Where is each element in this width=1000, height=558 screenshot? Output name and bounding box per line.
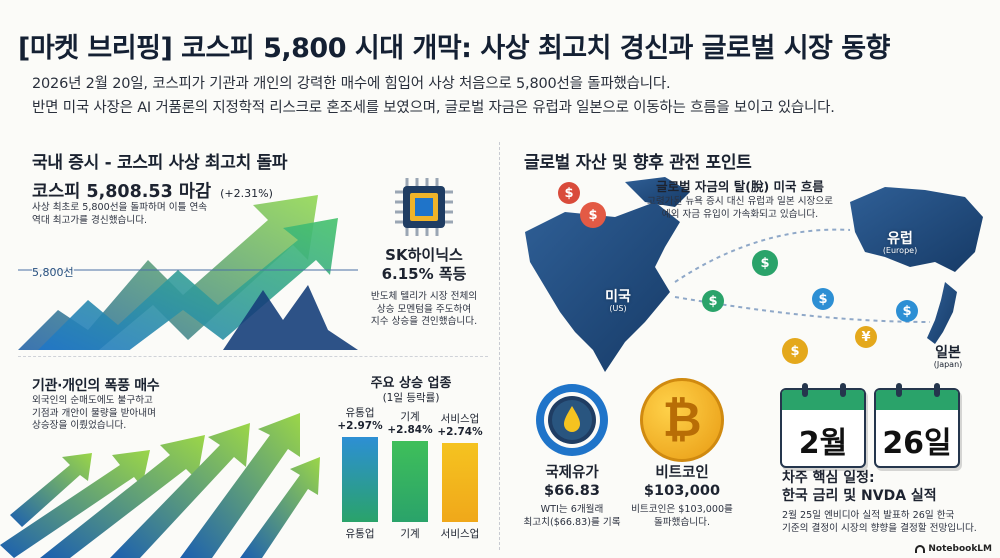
world-map-illustration	[525, 177, 983, 372]
buying-description: 외국인의 순매도에도 불구하고 기점과 개안이 물량을 받아내며 상승장을 이뤘…	[32, 395, 156, 432]
flow-arrow-europe	[674, 228, 851, 283]
oil-barrel-icon	[536, 384, 608, 456]
bitcoin-description: 비트코인은 $103,000를 돌파했습니다.	[631, 504, 733, 528]
sector-bar-label: 기계 +2.84%	[387, 411, 433, 436]
page-title: [마켓 브리핑] 코스피 5,800 시대 개막: 사상 최고치 경신과 글로벌…	[18, 33, 890, 64]
map-label-us: 미국 (US)	[605, 289, 631, 314]
chip-icon	[395, 178, 453, 236]
buying-heading: 기관·개인의 폭풍 매수	[32, 378, 160, 394]
map-label-japan: 일본 (Japan)	[933, 345, 963, 370]
flow-description: 고령가된 뉴욕 증시 대신 유럽과 일본 시장으로 예외 자금 유입이 가속화되…	[647, 196, 833, 220]
north-america-shape	[525, 202, 680, 372]
dollar-coin-icon: $	[558, 182, 580, 204]
schedule-title: 차주 핵심 일정: 한국 금리 및 NVDA 실적	[782, 470, 937, 504]
sector-category-label: 기계	[400, 528, 420, 540]
sk-hynix-description: 반도체 텔리가 시장 전체의 상승 모멘텀을 주도하여 지수 상승을 견인했습니…	[370, 291, 478, 328]
intro-line-2: 반면 미국 사장은 AI 거품론의 지정학적 리스크로 혼조세를 보였으며, 글…	[32, 100, 835, 116]
yen-coin-icon: ¥	[855, 326, 877, 348]
section-divider	[18, 356, 488, 357]
sector-bar	[442, 443, 478, 522]
sector-category-label: 서비스업	[440, 528, 480, 540]
calendar-day: 26일	[882, 426, 952, 461]
domestic-heading: 국내 증시 - 코스피 사상 최고치 돌파	[32, 153, 288, 173]
sector-bar-label: 서비스업 +2.74%	[437, 413, 483, 438]
map-label-europe: 유럽 (Europe)	[882, 231, 918, 256]
rising-arrows-illustration	[18, 195, 358, 350]
calendar-month: 2월	[798, 426, 848, 461]
dollar-coin-icon: $	[752, 250, 778, 276]
sector-bar	[392, 441, 428, 522]
buying-arrows-illustration	[0, 413, 320, 558]
kospi-close: 코스피 5,808.53 마감 (+2.31%)	[32, 178, 273, 203]
notebooklm-icon	[915, 545, 926, 553]
bitcoin-title: 비트코인 $103,000	[643, 465, 721, 500]
sectors-heading: 주요 상승 업종	[370, 376, 452, 391]
dollar-coin-icon: $	[702, 290, 724, 312]
bitcoin-icon: ₿	[640, 378, 724, 462]
dollar-coin-icon: $	[782, 338, 808, 364]
column-divider	[499, 142, 500, 550]
global-heading: 글로벌 자산 및 향후 관전 포인트	[524, 153, 752, 173]
calendar-month-icon: 2월	[780, 383, 866, 468]
sector-bar-label: 유통업 +2.97%	[337, 407, 383, 432]
japan-shape	[927, 282, 957, 344]
kospi-change: (+2.31%)	[220, 187, 273, 200]
intro-line-1: 2026년 2월 20일, 코스피가 기관과 개인의 강력한 매수에 힘입어 사…	[32, 76, 671, 92]
sector-category-label: 유통업	[345, 528, 375, 540]
level-label: 5,800선	[32, 264, 74, 280]
brand-badge: NotebookLM	[915, 544, 992, 554]
sector-bar-chart: 유통업 +2.97% 유통업 기계 +2.84% 기계 서비스업 +2.74% 서비스업	[330, 407, 490, 543]
oil-description: WTI는 6개월래 최고치($66.83)를 기록	[523, 504, 621, 528]
sectors-subheading: (1일 등락률)	[382, 392, 440, 404]
sector-bar	[342, 437, 378, 522]
dollar-coin-icon: $	[580, 202, 606, 228]
sk-hynix-title: SK하이닉스 6.15% 폭등	[381, 246, 467, 283]
dollar-coin-icon: $	[896, 300, 918, 322]
calendar-day-icon: 26일	[874, 383, 960, 468]
flow-title: 글로벌 자금의 탈(脫) 미국 흐름	[656, 179, 824, 194]
dollar-coin-icon: $	[812, 288, 834, 310]
europe-shape	[850, 187, 983, 272]
kospi-description: 사상 최초로 5,800선을 돌파하며 이틀 연속 역대 최고가를 경신했습니다…	[32, 202, 208, 226]
greenland-shape	[625, 177, 690, 207]
oil-title: 국제유가 $66.83	[544, 465, 600, 500]
kospi-value: 코스피 5,808.53 마감	[32, 182, 212, 202]
schedule-description: 2월 25일 엔비디아 실적 발표하 26일 한국 기준의 결정이 시장의 향향…	[782, 510, 977, 534]
